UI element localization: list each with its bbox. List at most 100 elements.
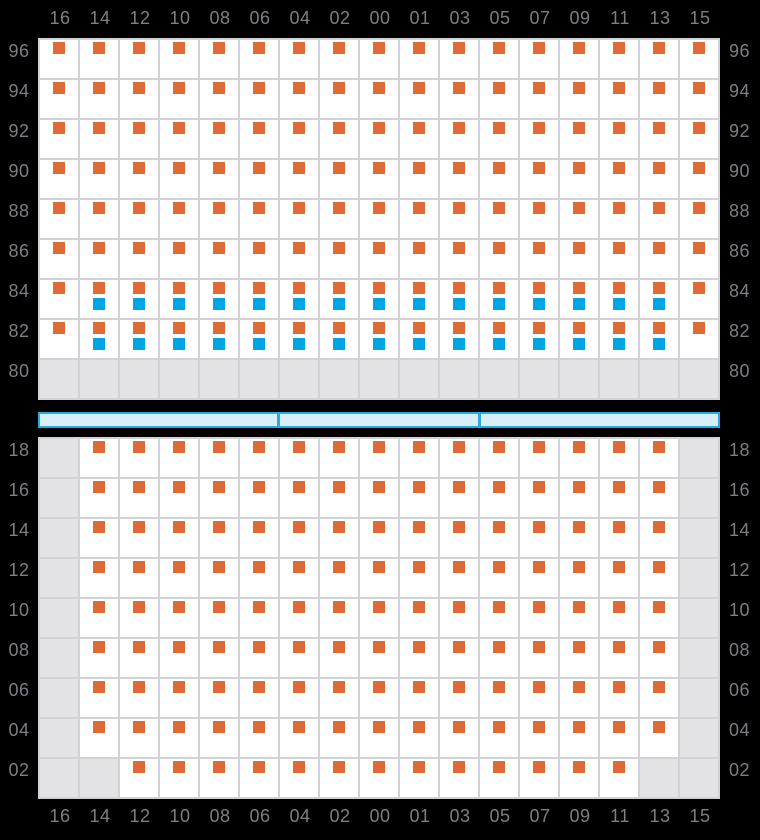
grid-cell[interactable] — [520, 479, 558, 517]
grid-cell[interactable] — [360, 559, 398, 597]
grid-cell[interactable] — [440, 719, 478, 757]
grid-cell[interactable] — [320, 160, 358, 198]
grid-cell[interactable] — [280, 320, 318, 358]
grid-cell[interactable] — [520, 759, 558, 797]
grid-cell[interactable] — [560, 120, 598, 158]
grid-cell[interactable] — [200, 479, 238, 517]
grid-cell[interactable] — [200, 639, 238, 677]
grid-cell[interactable] — [600, 759, 638, 797]
grid-cell[interactable] — [360, 160, 398, 198]
grid-cell[interactable] — [80, 439, 118, 477]
grid-cell[interactable] — [560, 479, 598, 517]
grid-cell[interactable] — [280, 40, 318, 78]
grid-cell[interactable] — [520, 80, 558, 118]
grid-cell[interactable] — [600, 200, 638, 238]
grid-cell[interactable] — [400, 559, 438, 597]
grid-cell[interactable] — [200, 719, 238, 757]
grid-cell[interactable] — [520, 559, 558, 597]
grid-cell[interactable] — [280, 719, 318, 757]
grid-cell[interactable] — [360, 320, 398, 358]
grid-cell[interactable] — [160, 40, 198, 78]
grid-cell[interactable] — [400, 40, 438, 78]
grid-cell[interactable] — [400, 639, 438, 677]
grid-cell[interactable] — [120, 280, 158, 318]
grid-cell[interactable] — [640, 439, 678, 477]
grid-cell[interactable] — [280, 639, 318, 677]
grid-cell[interactable] — [560, 280, 598, 318]
grid-cell[interactable] — [120, 320, 158, 358]
grid-cell[interactable] — [440, 120, 478, 158]
grid-cell[interactable] — [160, 120, 198, 158]
grid-cell[interactable] — [600, 599, 638, 637]
grid-cell[interactable] — [40, 320, 78, 358]
grid-cell[interactable] — [600, 559, 638, 597]
grid-cell[interactable] — [520, 639, 558, 677]
grid-cell[interactable] — [200, 599, 238, 637]
grid-cell[interactable] — [320, 80, 358, 118]
grid-cell[interactable] — [560, 519, 598, 557]
grid-cell[interactable] — [120, 120, 158, 158]
grid-cell[interactable] — [240, 40, 278, 78]
grid-cell[interactable] — [320, 479, 358, 517]
grid-cell[interactable] — [160, 639, 198, 677]
grid-cell[interactable] — [40, 200, 78, 238]
grid-cell[interactable] — [640, 160, 678, 198]
grid-cell[interactable] — [360, 439, 398, 477]
grid-cell[interactable] — [440, 160, 478, 198]
grid-cell[interactable] — [40, 160, 78, 198]
grid-cell[interactable] — [240, 719, 278, 757]
grid-cell[interactable] — [600, 479, 638, 517]
grid-cell[interactable] — [520, 679, 558, 717]
grid-cell[interactable] — [120, 719, 158, 757]
grid-cell[interactable] — [680, 80, 718, 118]
grid-cell[interactable] — [400, 280, 438, 318]
grid-cell[interactable] — [160, 200, 198, 238]
grid-cell[interactable] — [280, 160, 318, 198]
grid-cell[interactable] — [600, 160, 638, 198]
grid-cell[interactable] — [160, 719, 198, 757]
grid-cell[interactable] — [200, 439, 238, 477]
grid-cell[interactable] — [240, 759, 278, 797]
grid-cell[interactable] — [240, 599, 278, 637]
grid-cell[interactable] — [80, 719, 118, 757]
grid-cell[interactable] — [120, 599, 158, 637]
grid-cell[interactable] — [640, 599, 678, 637]
grid-cell[interactable] — [400, 759, 438, 797]
grid-cell[interactable] — [40, 40, 78, 78]
grid-cell[interactable] — [520, 120, 558, 158]
grid-cell[interactable] — [240, 80, 278, 118]
grid-cell[interactable] — [640, 320, 678, 358]
grid-cell[interactable] — [400, 479, 438, 517]
grid-cell[interactable] — [200, 240, 238, 278]
grid-cell[interactable] — [240, 200, 278, 238]
grid-cell[interactable] — [320, 519, 358, 557]
grid-cell[interactable] — [560, 40, 598, 78]
grid-cell[interactable] — [440, 599, 478, 637]
grid-cell[interactable] — [200, 559, 238, 597]
grid-cell[interactable] — [440, 320, 478, 358]
grid-cell[interactable] — [200, 679, 238, 717]
grid-cell[interactable] — [120, 40, 158, 78]
grid-cell[interactable] — [40, 80, 78, 118]
grid-cell[interactable] — [240, 479, 278, 517]
grid-cell[interactable] — [360, 519, 398, 557]
grid-cell[interactable] — [160, 679, 198, 717]
grid-cell[interactable] — [360, 280, 398, 318]
grid-cell[interactable] — [520, 320, 558, 358]
grid-cell[interactable] — [120, 679, 158, 717]
grid-cell[interactable] — [680, 280, 718, 318]
grid-cell[interactable] — [560, 639, 598, 677]
grid-cell[interactable] — [440, 80, 478, 118]
grid-cell[interactable] — [160, 240, 198, 278]
grid-cell[interactable] — [280, 120, 318, 158]
grid-cell[interactable] — [480, 719, 518, 757]
grid-cell[interactable] — [240, 160, 278, 198]
grid-cell[interactable] — [120, 639, 158, 677]
grid-cell[interactable] — [160, 280, 198, 318]
grid-cell[interactable] — [280, 200, 318, 238]
grid-cell[interactable] — [320, 120, 358, 158]
grid-cell[interactable] — [80, 80, 118, 118]
grid-cell[interactable] — [320, 240, 358, 278]
grid-cell[interactable] — [240, 679, 278, 717]
grid-cell[interactable] — [320, 559, 358, 597]
